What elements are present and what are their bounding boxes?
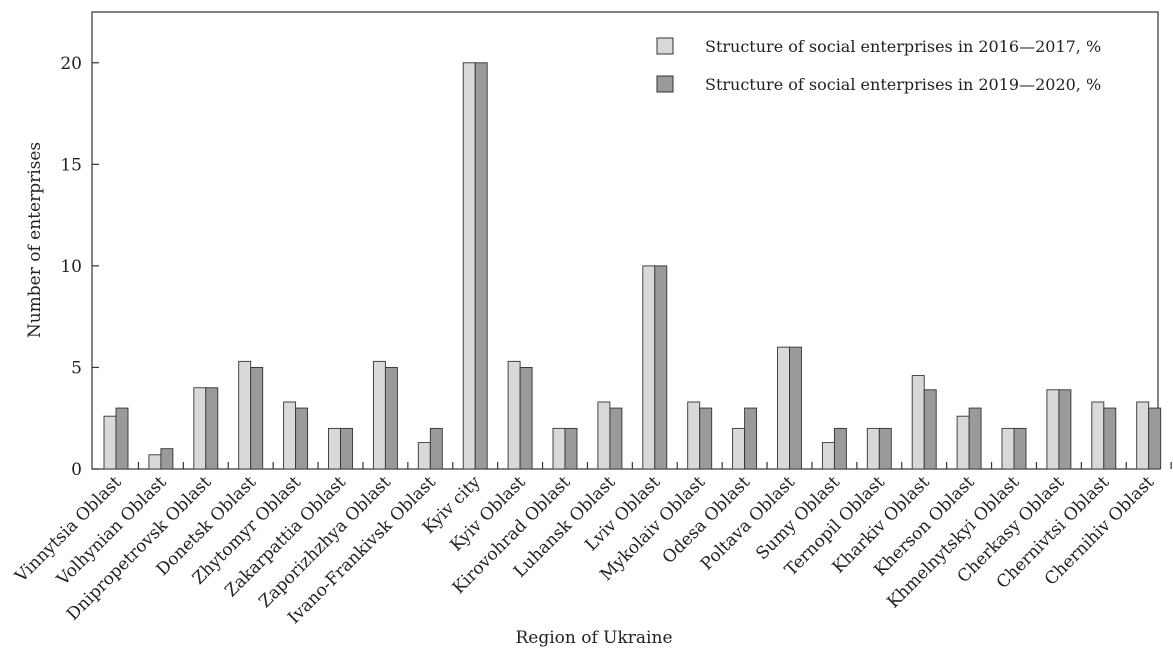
- bar-2019-2020: [789, 346, 802, 470]
- bar-2016-2017: [238, 360, 252, 470]
- bar-2016-2017: [552, 427, 566, 470]
- y-axis-title: Number of enterprises: [25, 142, 45, 338]
- bar-2019-2020: [429, 427, 443, 470]
- bars-group: [103, 62, 1162, 470]
- bar-2019-2020: [160, 448, 174, 470]
- bar-2016-2017: [597, 401, 611, 470]
- legend-label-2019-2020: Structure of social enterprises in 2019—…: [705, 75, 1101, 94]
- bar-2019-2020: [205, 387, 219, 470]
- bar-2016-2017: [193, 387, 207, 470]
- y-tick-label: 10: [60, 257, 82, 277]
- x-axis-title: Region of Ukraine: [515, 628, 672, 648]
- bar-2019-2020: [1103, 407, 1117, 470]
- bar-2016-2017: [417, 442, 431, 470]
- bar-2016-2017: [283, 401, 297, 470]
- legend-swatch-2019-2020: [656, 75, 674, 93]
- bar-2019-2020: [968, 407, 982, 470]
- plot-frame: [91, 11, 1159, 470]
- bar-2016-2017: [777, 346, 790, 470]
- bar-2016-2017: [103, 415, 117, 470]
- bar-2016-2017: [911, 375, 925, 470]
- y-tick-label: 15: [60, 155, 82, 175]
- bar-2019-2020: [1148, 407, 1162, 470]
- y-tick-label: 5: [71, 358, 82, 378]
- bar-2019-2020: [1013, 427, 1027, 470]
- bar-2019-2020: [564, 427, 578, 470]
- y-tick-label: 20: [60, 54, 82, 74]
- bar-2019-2020: [250, 366, 264, 470]
- bar-2016-2017: [866, 427, 880, 470]
- bar-2016-2017: [1091, 401, 1105, 470]
- bar-2016-2017: [732, 427, 746, 470]
- bar-2016-2017: [372, 360, 386, 470]
- bar-2019-2020: [1058, 389, 1072, 470]
- bar-2016-2017: [1001, 427, 1015, 470]
- bar-2019-2020: [519, 366, 533, 470]
- bar-2019-2020: [654, 265, 668, 470]
- bar-2019-2020: [744, 407, 758, 470]
- bar-2016-2017: [328, 427, 341, 470]
- bar-2019-2020: [295, 407, 309, 470]
- bar-2019-2020: [699, 407, 713, 470]
- bar-2019-2020: [878, 427, 892, 470]
- bar-2016-2017: [642, 265, 656, 470]
- legend-swatch-2016-2017: [656, 37, 674, 55]
- bar-2016-2017: [956, 415, 970, 470]
- bar-2016-2017: [1136, 401, 1150, 470]
- y-axis: 0 5 10 15 20: [60, 54, 99, 480]
- bar-2019-2020: [923, 389, 937, 470]
- bar-2016-2017: [821, 442, 835, 470]
- bar-2019-2020: [384, 366, 398, 470]
- bar-2019-2020: [115, 407, 129, 470]
- bar-2019-2020: [474, 62, 488, 470]
- bar-2016-2017: [687, 401, 701, 470]
- bar-2016-2017: [507, 360, 521, 470]
- bar-2016-2017: [1046, 389, 1060, 470]
- bar-2019-2020: [833, 427, 847, 470]
- bar-2016-2017: [148, 454, 162, 470]
- bar-2019-2020: [609, 407, 623, 470]
- legend: Structure of social enterprises in 2016—…: [656, 37, 1101, 94]
- bar-2016-2017: [462, 62, 476, 470]
- bar-2019-2020: [340, 427, 353, 470]
- legend-label-2016-2017: Structure of social enterprises in 2016—…: [705, 37, 1101, 56]
- y-tick-label: 0: [71, 460, 82, 480]
